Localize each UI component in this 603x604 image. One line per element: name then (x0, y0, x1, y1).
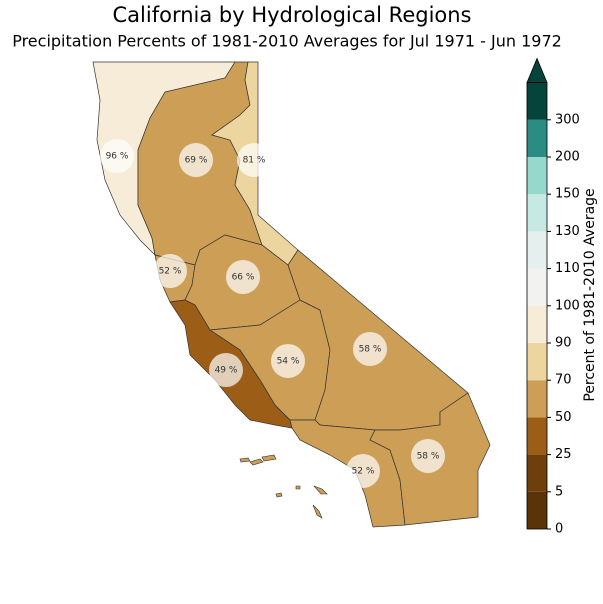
colorbar-tick-label: 5 (555, 484, 563, 499)
region-labels: 96 % 69 % 81 % 52 % 66 % 54 % 49 % 58 % 52 % 58 % (100, 139, 445, 488)
colorbar-bin (527, 157, 547, 195)
region-label: 52 % (352, 467, 375, 477)
colorbar-frame (526, 82, 548, 530)
colorbar-bin (527, 82, 547, 120)
colorbar-bin (527, 268, 547, 306)
region-label: 54 % (277, 357, 300, 367)
colorbar-bin (527, 231, 547, 269)
colorbar-tick-label: 200 (555, 150, 580, 165)
region-label: 58 % (417, 452, 440, 462)
islands (239, 454, 328, 519)
label-disc (100, 139, 134, 173)
colorbar-bin (527, 454, 547, 492)
label-disc (209, 353, 243, 387)
region-label: 52 % (159, 267, 182, 277)
colorbar-extend (526, 57, 548, 83)
label-disc (226, 260, 260, 294)
colorbar-tick-label: 25 (555, 447, 572, 462)
label-disc (237, 143, 271, 177)
colorbar-bin (527, 194, 547, 232)
colorbar-bin (527, 305, 547, 343)
colorbar-label: Percent of 1981-2010 Average (582, 188, 598, 401)
label-disc (179, 143, 213, 177)
region-label: 66 % (232, 273, 255, 283)
colorbar-bin (527, 380, 547, 418)
colorbar: 0 5 25 50 70 90 100 110 130 150 200 300 Percent of 1… (526, 57, 598, 537)
colorbar-tick-label: 90 (555, 336, 572, 351)
colorbar-tick-label: 100 (555, 298, 580, 313)
region-label: 81 % (243, 156, 266, 166)
colorbar-tick-label: 0 (555, 522, 563, 537)
region-label: 96 % (106, 152, 129, 162)
subtitle: Precipitation Percents of 1981-2010 Aver… (12, 32, 562, 51)
colorbar-tick-label: 300 (555, 112, 580, 127)
colorbar-tick-label: 110 (555, 261, 580, 276)
colorbar-tick-label: 70 (555, 373, 572, 388)
colorbar-tick-label: 150 (555, 187, 580, 202)
label-disc (346, 454, 380, 488)
colorbar-bin (527, 491, 547, 529)
region-label: 69 % (185, 156, 208, 166)
colorbar-tick-label: 50 (555, 410, 572, 425)
label-disc (153, 254, 187, 288)
colorbar-tick-label: 130 (555, 224, 580, 239)
colorbar-bin (527, 343, 547, 381)
region-label: 49 % (215, 366, 238, 376)
label-disc (411, 439, 445, 473)
label-disc (353, 332, 387, 366)
colorbar-bin (527, 417, 547, 455)
region-label: 58 % (359, 345, 382, 355)
title: California by Hydrological Regions (113, 3, 472, 27)
colorbar-bin (527, 119, 547, 157)
label-disc (271, 344, 305, 378)
